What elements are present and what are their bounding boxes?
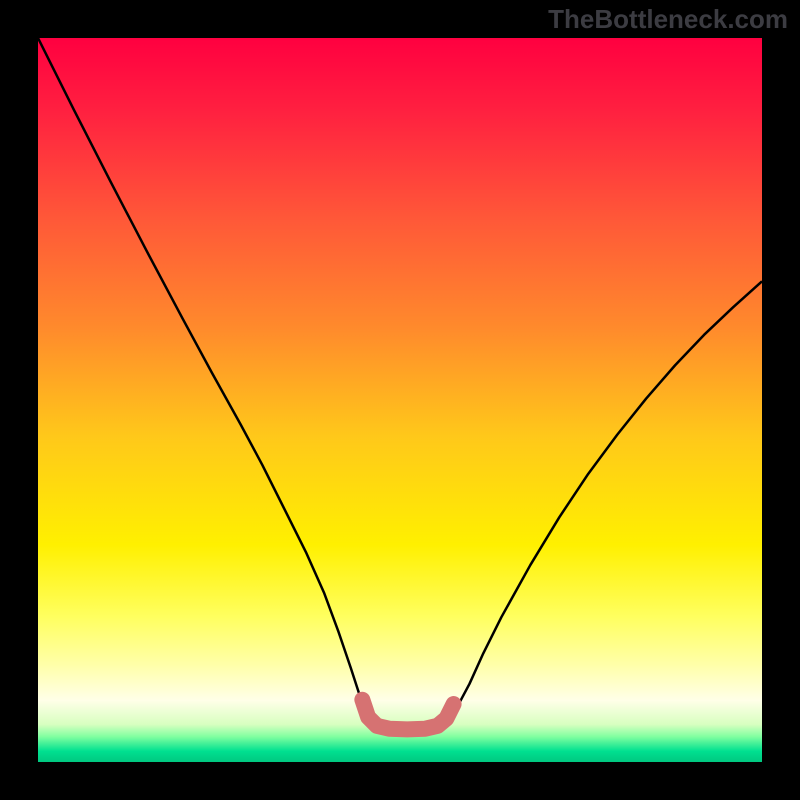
plot-svg: [38, 38, 762, 762]
watermark-text: TheBottleneck.com: [548, 4, 788, 35]
gradient-background: [38, 38, 762, 762]
plot-area: [38, 38, 762, 762]
chart-container: TheBottleneck.com: [0, 0, 800, 800]
